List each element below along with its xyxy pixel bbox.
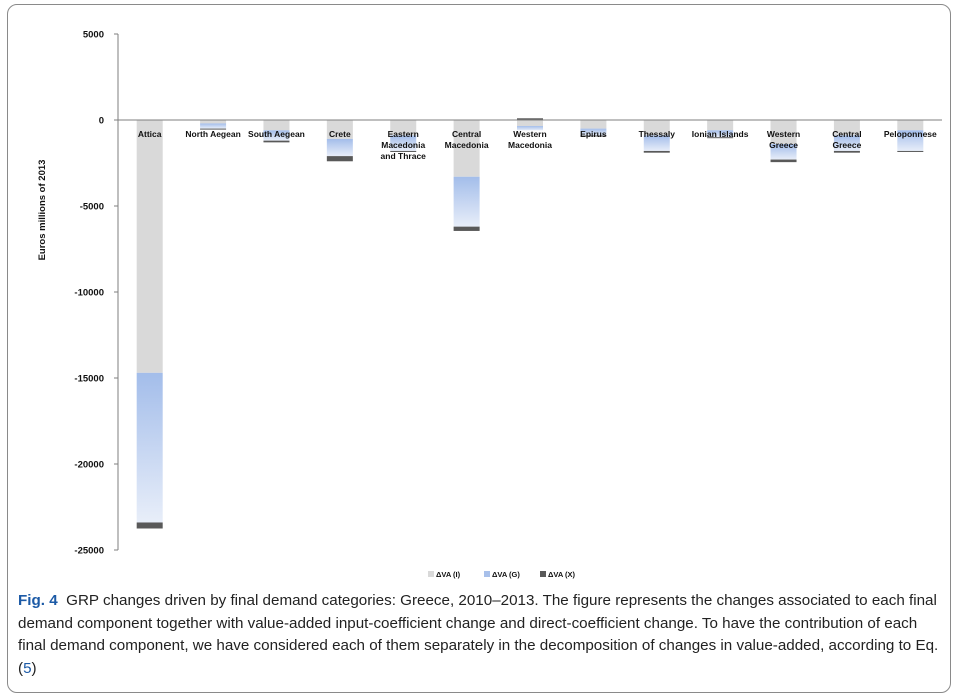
bar-x-9: [707, 137, 734, 139]
bar-i-6: [517, 120, 543, 127]
bar-g-4: [390, 135, 417, 151]
bar-g-7: [580, 128, 607, 136]
bar-g-2: [263, 130, 290, 141]
bar-x-6: [517, 118, 543, 120]
caption-text-end: ): [31, 659, 37, 677]
bar-x-5: [453, 226, 480, 231]
category-label-line: South Aegean: [248, 129, 305, 139]
category-label: Thessaly: [639, 129, 676, 139]
category-label: Western Greece: [767, 129, 800, 150]
y-tick-label: -5000: [80, 202, 104, 213]
bar-x-12: [897, 150, 924, 152]
category-label-line: Crete: [329, 129, 351, 139]
category-label-line: Greece: [769, 140, 798, 150]
bar-g-3: [326, 138, 353, 157]
y-tick-label: 5000: [83, 30, 104, 41]
category-label: Eastern Macedonia and Thrace: [381, 129, 427, 161]
legend-label: ΔVA (G): [492, 570, 520, 579]
category-label: South Aegean: [248, 129, 305, 139]
category-label: Epirus: [580, 129, 607, 139]
bar-x-2: [263, 140, 290, 143]
bar-g-8: [643, 135, 670, 151]
y-tick-label: -10000: [74, 288, 104, 299]
y-tick-label: -25000: [74, 546, 104, 557]
bars: [136, 118, 924, 529]
category-label-line: Peloponnese: [884, 129, 937, 139]
bar-x-11: [833, 150, 860, 153]
bar-i-2: [263, 120, 290, 131]
category-label: Central Macedonia: [445, 129, 489, 150]
category-label: Crete: [329, 129, 351, 139]
legend-swatch: [540, 571, 546, 577]
bar-i-4: [390, 120, 417, 136]
category-label: Attica: [138, 129, 162, 139]
category-label-line: Macedonia: [381, 140, 425, 150]
category-label-line: Eastern: [388, 129, 419, 139]
bar-g-10: [770, 144, 797, 160]
bar-x-10: [770, 159, 797, 163]
bar-g-12: [897, 130, 924, 151]
y-tick-label: -15000: [74, 374, 104, 385]
category-label-line: and Thrace: [381, 151, 427, 161]
y-ticks: 5000 0 -5000 -10000 -15000 -20000 -25000: [74, 30, 118, 557]
category-label: North Aegean: [185, 129, 240, 139]
bar-i-10: [770, 120, 797, 145]
y-axis-label: Euros millions of 2013: [37, 160, 48, 261]
category-label-line: Macedonia: [445, 140, 489, 150]
bar-i-11: [833, 120, 860, 136]
bar-g-6: [517, 126, 543, 131]
figure-caption: Fig. 4 GRP changes driven by final deman…: [18, 590, 943, 680]
bar-g-11: [833, 135, 860, 151]
legend: ΔVA (I) ΔVA (G) ΔVA (X): [428, 570, 576, 579]
bar-g-0: [136, 372, 163, 523]
caption-text: GRP changes driven by final demand categ…: [18, 592, 939, 677]
category-label-line: Thessaly: [639, 129, 676, 139]
category-label: Peloponnese: [884, 129, 937, 139]
equation-reference-link[interactable]: 5: [23, 659, 32, 677]
bar-i-12: [897, 120, 924, 131]
bar-i-3: [326, 120, 353, 139]
bar-x-3: [326, 156, 353, 162]
category-label-line: Attica: [138, 129, 162, 139]
figure-label: Fig. 4: [18, 592, 58, 609]
bar-x-8: [643, 150, 670, 153]
legend-swatch: [484, 571, 490, 577]
category-label: Ionian Islands: [692, 129, 749, 139]
y-tick-label: 0: [99, 116, 104, 127]
category-label: Western Macedonia: [508, 129, 552, 150]
bar-i-8: [643, 120, 670, 136]
legend-label: ΔVA (X): [548, 570, 576, 579]
category-label-line: North Aegean: [185, 129, 240, 139]
bar-x-1: [200, 128, 227, 130]
bar-x-0: [136, 522, 163, 529]
category-label-line: Greece: [833, 140, 862, 150]
bar-g-1: [200, 123, 227, 129]
category-label-line: Macedonia: [508, 140, 552, 150]
figure-frame: [7, 4, 951, 693]
y-tick-label: -20000: [74, 460, 104, 471]
category-label-line: Epirus: [580, 129, 607, 139]
category-label: Central Greece: [832, 129, 861, 150]
bar-g-5: [453, 176, 480, 227]
legend-swatch: [428, 571, 434, 577]
category-labels: Attica North Aegean South Aegean Crete Easte…: [138, 129, 937, 161]
bar-i-9: [707, 120, 734, 131]
category-label-line: Central: [832, 129, 861, 139]
bar-i-1: [200, 120, 227, 124]
bar-g-9: [707, 130, 734, 138]
category-label-line: Western: [513, 129, 546, 139]
bar-x-7: [580, 135, 607, 137]
category-label-line: Ionian Islands: [692, 129, 749, 139]
bar-i-0: [136, 120, 163, 373]
category-label-line: Western: [767, 129, 800, 139]
legend-label: ΔVA (I): [436, 570, 461, 579]
bar-i-5: [453, 120, 480, 177]
bar-x-4: [390, 150, 417, 152]
bar-i-7: [580, 120, 607, 129]
category-label-line: Central: [452, 129, 481, 139]
stacked-bar-chart: 5000 0 -5000 -10000 -15000 -20000 -25000 Attic…: [37, 30, 942, 579]
